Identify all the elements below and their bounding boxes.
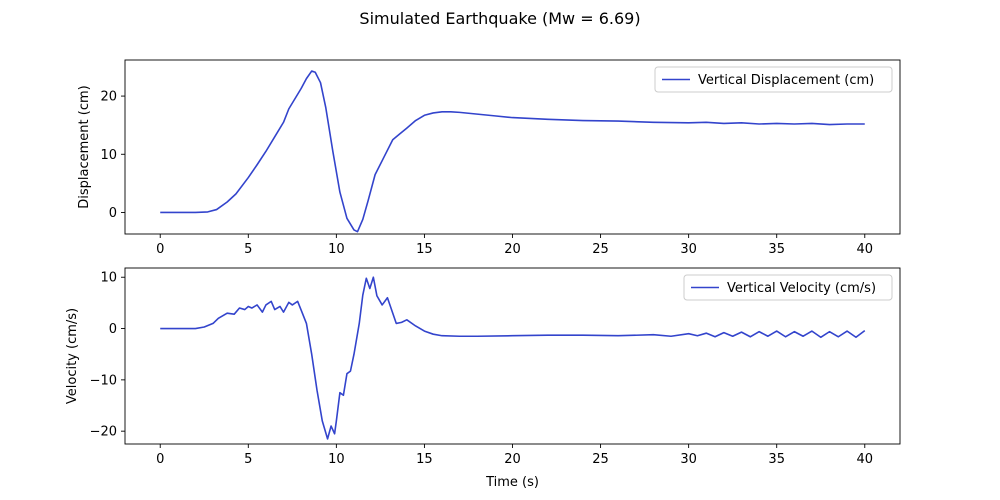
x-tick-label: 25 xyxy=(592,452,609,467)
y-tick-label: −10 xyxy=(90,373,117,388)
x-tick-label: 20 xyxy=(504,242,521,257)
x-tick-label: 35 xyxy=(768,242,785,257)
x-tick-label: 10 xyxy=(328,242,345,257)
legend-box xyxy=(654,66,893,93)
legend-box xyxy=(683,274,893,301)
x-tick-label: 15 xyxy=(416,452,433,467)
x-tick-label: 35 xyxy=(768,452,785,467)
legend-label: Vertical Displacement (cm) xyxy=(698,73,874,88)
x-tick-label: 15 xyxy=(416,242,433,257)
xlabel-time: Time (s) xyxy=(485,475,539,490)
ylabel-displacement: Displacement (cm) xyxy=(77,85,92,208)
x-tick-label: 20 xyxy=(504,452,521,467)
x-tick-label: 0 xyxy=(156,452,164,467)
x-tick-label: 30 xyxy=(680,452,697,467)
legend-label: Vertical Velocity (cm/s) xyxy=(727,281,876,296)
y-tick-label: 0 xyxy=(109,206,117,221)
y-tick-label: 10 xyxy=(100,148,117,163)
legend: Vertical Velocity (cm/s) xyxy=(683,274,893,301)
x-tick-label: 30 xyxy=(680,242,697,257)
x-tick-label: 5 xyxy=(244,452,252,467)
x-tick-label: 0 xyxy=(156,242,164,257)
x-tick-label: 25 xyxy=(592,242,609,257)
x-tick-label: 10 xyxy=(328,452,345,467)
ylabel-velocity: Velocity (cm/s) xyxy=(65,308,80,404)
y-tick-label: −20 xyxy=(90,425,117,440)
y-tick-label: 20 xyxy=(100,90,117,105)
x-tick-label: 40 xyxy=(856,452,873,467)
x-tick-label: 40 xyxy=(856,242,873,257)
y-tick-label: 10 xyxy=(100,271,117,286)
subplot-1: 0 5 10 15 20 25 30 35 40 0 10 20 Displacement (cm) Ve… xyxy=(77,59,901,257)
series-line-1-1 xyxy=(160,70,865,233)
legend: Vertical Displacement (cm) xyxy=(654,66,893,93)
y-tick-label: 0 xyxy=(109,322,117,337)
x-tick-label: 5 xyxy=(244,242,252,257)
figure-title: Simulated Earthquake (Mw = 6.69) xyxy=(359,9,640,28)
series-line-2-1 xyxy=(160,276,866,440)
subplot-2: 0 5 10 15 20 25 30 35 40 −20 −10 0 10 Velocity (cm/s)… xyxy=(65,267,901,490)
